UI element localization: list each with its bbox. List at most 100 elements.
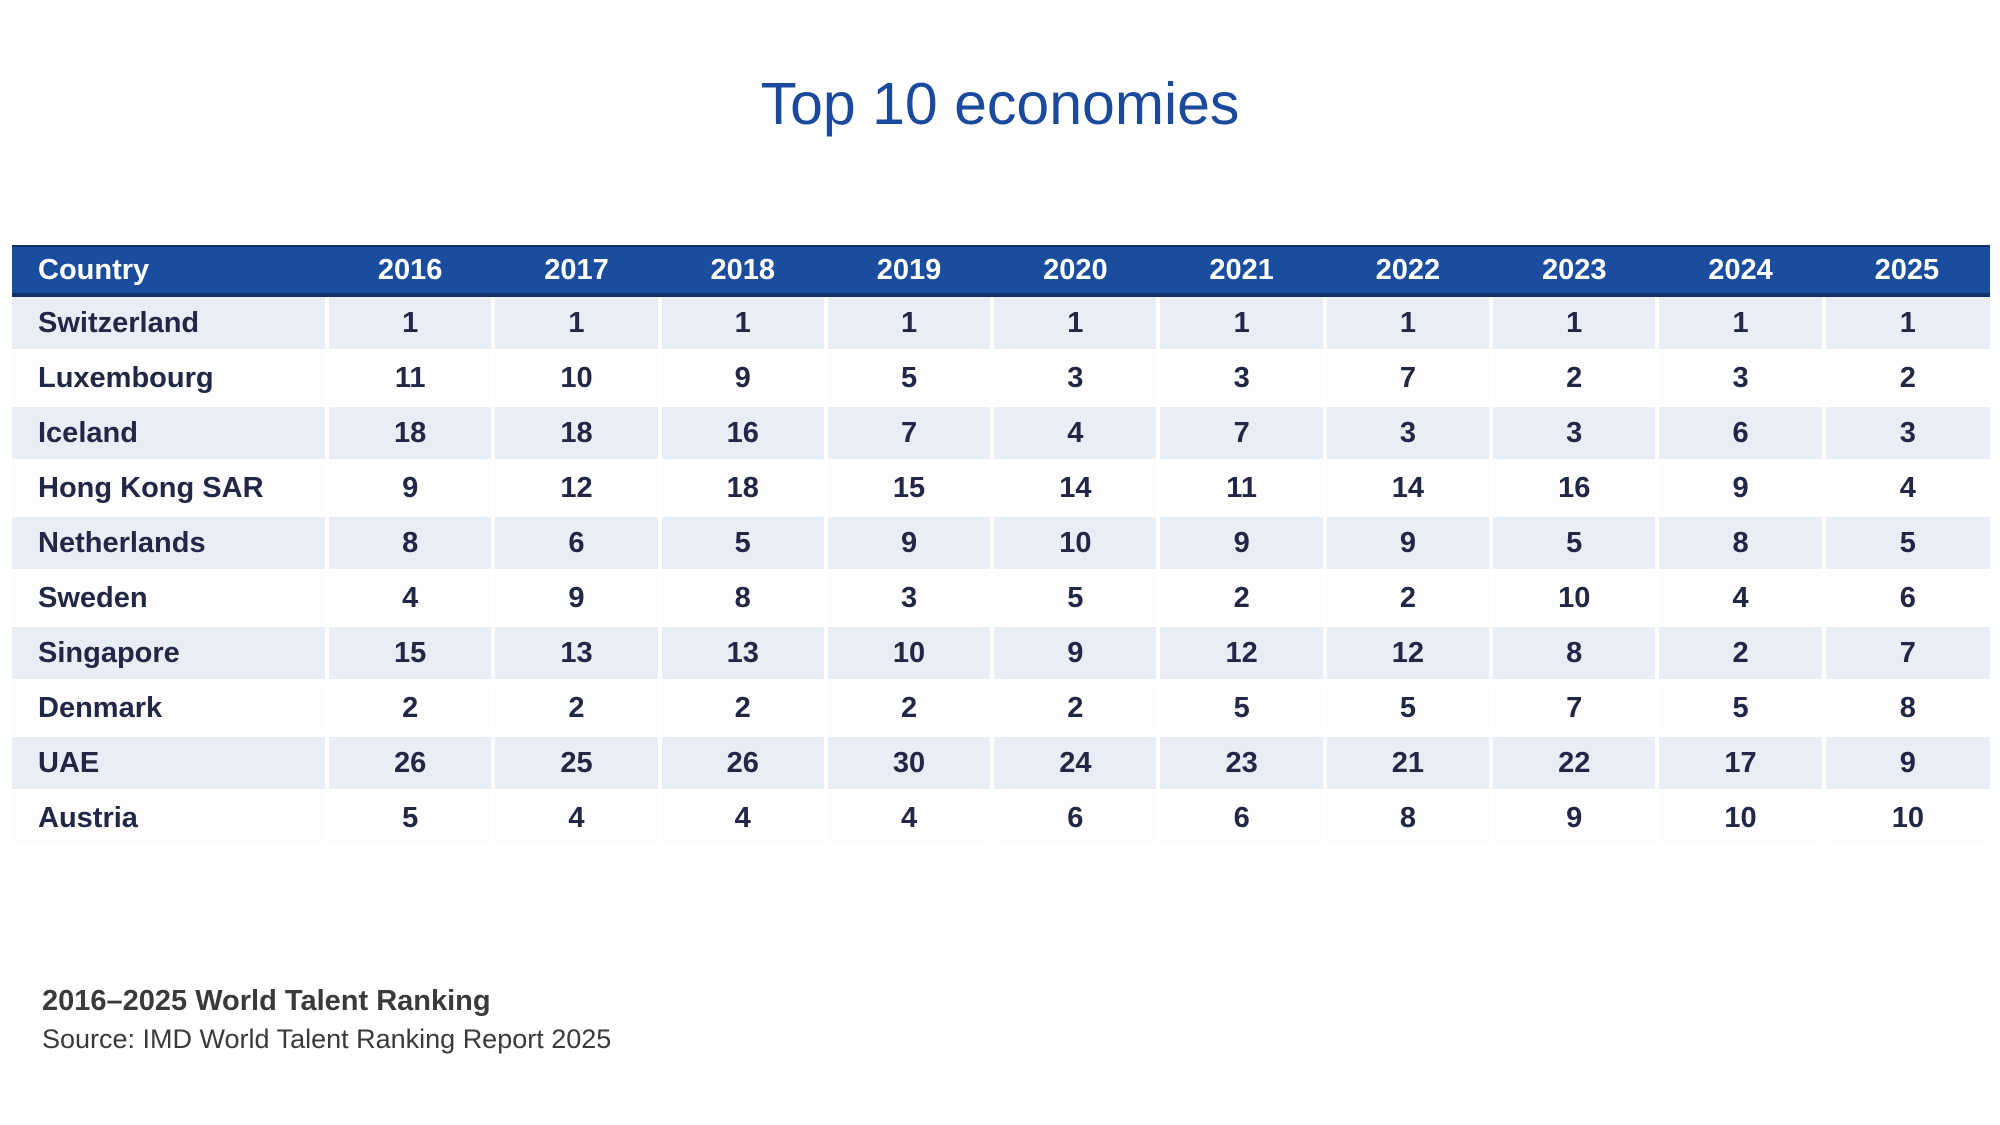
rank-cell: 1 <box>1322 295 1492 352</box>
rank-cell: 7 <box>823 405 993 462</box>
rank-cell: 3 <box>1322 405 1492 462</box>
rank-cell: 9 <box>1489 790 1658 847</box>
rank-cell: 6 <box>990 790 1159 847</box>
rank-cell: 18 <box>324 405 494 462</box>
rank-cell: 1 <box>1821 295 1990 352</box>
rank-cell: 5 <box>1489 515 1658 572</box>
rank-cell: 12 <box>1156 625 1325 682</box>
rank-cell: 13 <box>657 625 826 682</box>
rank-cell: 1 <box>1156 295 1325 352</box>
rank-cell: 9 <box>657 350 826 407</box>
rank-cell: 2 <box>1821 350 1990 407</box>
rank-cell: 8 <box>324 515 494 572</box>
rank-cell: 8 <box>1655 515 1824 572</box>
rank-cell: 9 <box>823 515 993 572</box>
rank-cell: 4 <box>491 790 660 847</box>
rank-cell: 10 <box>1821 790 1990 847</box>
rank-cell: 8 <box>657 570 826 627</box>
rank-cell: 1 <box>491 295 660 352</box>
country-cell: Luxembourg <box>12 350 327 407</box>
rank-cell: 9 <box>491 570 660 627</box>
table-row: Austria 5 4 4 4 6 6 8 9 10 10 <box>12 790 1990 847</box>
ranking-table: Country 2016 2017 2018 2019 2020 2021 2022 2023 2… <box>12 245 1990 847</box>
rank-cell: 8 <box>1322 790 1492 847</box>
rank-cell: 2 <box>1156 570 1325 627</box>
rank-cell: 9 <box>1655 460 1824 517</box>
table-header-row: Country 2016 2017 2018 2019 2020 2021 2022 2023 2… <box>12 245 1990 297</box>
rank-cell: 1 <box>1655 295 1824 352</box>
rank-cell: 15 <box>823 460 993 517</box>
column-header-year: 2021 <box>1158 245 1325 297</box>
column-header-year: 2023 <box>1491 245 1658 297</box>
rank-cell: 10 <box>823 625 993 682</box>
rank-cell: 2 <box>491 680 660 737</box>
rank-cell: 6 <box>1655 405 1824 462</box>
country-cell: UAE <box>12 735 327 792</box>
rank-cell: 5 <box>324 790 494 847</box>
rank-cell: 5 <box>657 515 826 572</box>
rank-cell: 8 <box>1821 680 1990 737</box>
table-header: Country 2016 2017 2018 2019 2020 2021 2022 2023 2… <box>12 245 1990 297</box>
table-body: Switzerland 1 1 1 1 1 1 1 1 1 1 Luxembourg 11 10 9 5 3 3 7… <box>12 295 1990 847</box>
table-row: Sweden 4 9 8 3 5 2 2 10 4 6 <box>12 570 1990 627</box>
rank-cell: 10 <box>1655 790 1824 847</box>
rank-cell: 2 <box>1489 350 1658 407</box>
rank-cell: 26 <box>324 735 494 792</box>
rank-cell: 3 <box>1156 350 1325 407</box>
footer: 2016–2025 World Talent Ranking Source: I… <box>42 985 611 1055</box>
rank-cell: 5 <box>1322 680 1492 737</box>
rank-cell: 9 <box>1156 515 1325 572</box>
rank-cell: 2 <box>324 680 494 737</box>
column-header-year: 2024 <box>1657 245 1824 297</box>
rank-cell: 10 <box>491 350 660 407</box>
rank-cell: 6 <box>1156 790 1325 847</box>
rank-cell: 16 <box>657 405 826 462</box>
rank-cell: 24 <box>990 735 1159 792</box>
column-header-year: 2017 <box>493 245 660 297</box>
country-cell: Netherlands <box>12 515 327 572</box>
rank-cell: 3 <box>823 570 993 627</box>
rank-cell: 9 <box>1821 735 1990 792</box>
rank-cell: 18 <box>491 405 660 462</box>
rank-cell: 3 <box>1821 405 1990 462</box>
country-cell: Singapore <box>12 625 327 682</box>
rank-cell: 3 <box>1489 405 1658 462</box>
rank-cell: 7 <box>1821 625 1990 682</box>
rank-cell: 6 <box>1821 570 1990 627</box>
rank-cell: 4 <box>823 790 993 847</box>
rank-cell: 4 <box>1655 570 1824 627</box>
rank-cell: 1 <box>990 295 1159 352</box>
rank-cell: 10 <box>1489 570 1658 627</box>
rank-cell: 12 <box>1322 625 1492 682</box>
column-header-year: 2022 <box>1324 245 1492 297</box>
rank-cell: 11 <box>1156 460 1325 517</box>
page-title: Top 10 economies <box>760 71 1240 137</box>
rank-cell: 13 <box>491 625 660 682</box>
country-cell: Denmark <box>12 680 327 737</box>
rank-cell: 1 <box>657 295 826 352</box>
rank-cell: 17 <box>1655 735 1824 792</box>
rank-cell: 5 <box>1655 680 1824 737</box>
rank-cell: 2 <box>657 680 826 737</box>
country-cell: Hong Kong SAR <box>12 460 327 517</box>
footer-source: Source: IMD World Talent Ranking Report … <box>42 1024 612 1054</box>
rank-cell: 4 <box>657 790 826 847</box>
rank-cell: 21 <box>1322 735 1492 792</box>
rank-cell: 4 <box>990 405 1159 462</box>
country-cell: Iceland <box>12 405 327 462</box>
column-header-year: 2025 <box>1823 245 1990 297</box>
column-header-country: Country <box>12 245 327 297</box>
rank-cell: 14 <box>1322 460 1492 517</box>
table-row: Denmark 2 2 2 2 2 5 5 7 5 8 <box>12 680 1990 737</box>
table-row: Singapore 15 13 13 10 9 12 12 8 2 7 <box>12 625 1990 682</box>
table-row: UAE 26 25 26 30 24 23 21 22 17 9 <box>12 735 1990 792</box>
rank-cell: 2 <box>1655 625 1824 682</box>
rank-cell: 5 <box>1156 680 1325 737</box>
country-cell: Austria <box>12 790 327 847</box>
rank-cell: 26 <box>657 735 826 792</box>
rank-cell: 23 <box>1156 735 1325 792</box>
rank-cell: 4 <box>324 570 494 627</box>
rank-cell: 1 <box>1489 295 1658 352</box>
footer-title: 2016–2025 World Talent Ranking <box>42 985 491 1017</box>
